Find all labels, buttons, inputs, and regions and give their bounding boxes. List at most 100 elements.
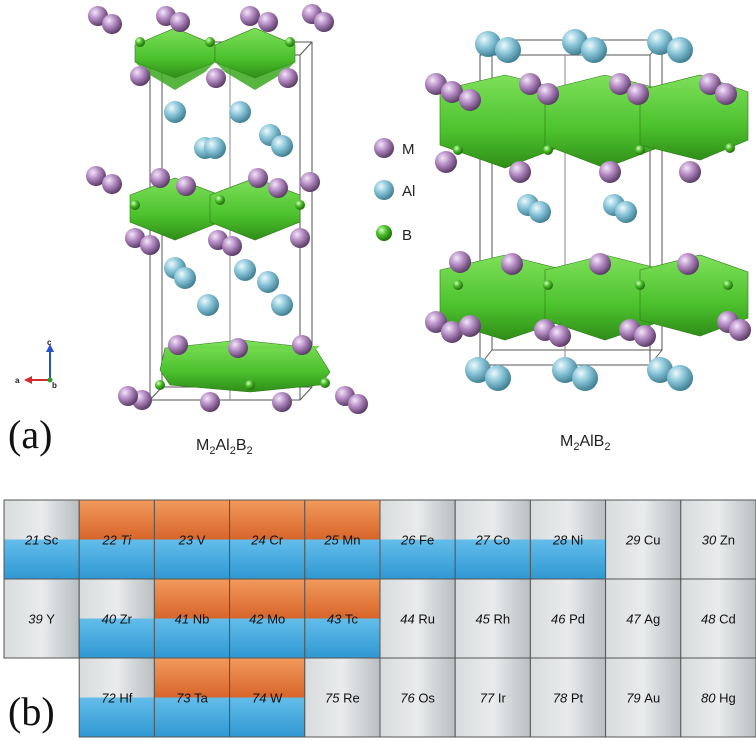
- formula-m2al2b2: M2Al2B2: [196, 437, 253, 457]
- tile-orange-band: [154, 500, 230, 540]
- element-symbol: W: [270, 691, 283, 706]
- element-symbol: Hf: [119, 691, 132, 706]
- element-tile: 73 Ta: [153, 657, 231, 738]
- element-tile: 26 Fe: [379, 499, 456, 580]
- element-tile: 78 Pt: [529, 657, 607, 738]
- element-symbol: Ni: [571, 533, 583, 548]
- element-tile: 43 Tc: [304, 578, 381, 659]
- tile-blue-band: [530, 539, 606, 579]
- atomic-number: 27: [474, 533, 493, 548]
- tile-orange-band: [79, 500, 155, 540]
- atomic-number: 40: [102, 612, 120, 627]
- element-symbol: Sc: [43, 533, 59, 548]
- axis-b-label: b: [52, 381, 57, 390]
- tile-background: [530, 658, 606, 737]
- element-tile: 76 Os: [379, 657, 456, 738]
- tile-background: [455, 658, 531, 737]
- element-label: 22 Ti: [101, 533, 132, 548]
- element-label: 39 Y: [28, 612, 55, 627]
- tile-background: [380, 579, 456, 658]
- tile-orange-band: [229, 500, 305, 540]
- element-tile: 22 Ti: [78, 499, 155, 580]
- atomic-number: 47: [626, 612, 644, 627]
- element-symbol: Ru: [418, 612, 435, 627]
- element-label: 27 Co: [474, 533, 510, 548]
- element-label: 23 V: [178, 533, 206, 548]
- element-label: 80 Hg: [701, 691, 736, 706]
- legend-item-al: Al: [374, 180, 415, 200]
- element-tile: 79 Au: [605, 657, 682, 738]
- aluminum-atoms-right-middle: [517, 194, 637, 223]
- tile-blue-band: [455, 539, 531, 579]
- tile-blue-band: [229, 697, 305, 737]
- element-label: 73 Ta: [176, 691, 209, 706]
- atomic-number: 24: [250, 533, 269, 548]
- tile-orange-band: [154, 658, 230, 698]
- element-symbol: Rh: [494, 612, 511, 627]
- legend-item-m: M: [374, 138, 415, 158]
- axis-a-label: a: [15, 376, 20, 385]
- atomic-number: 79: [626, 691, 644, 706]
- tile-background: [4, 579, 80, 658]
- element-symbol: Cd: [719, 612, 736, 627]
- element-label: 25 Mn: [323, 533, 360, 548]
- tile-blue-band: [154, 539, 230, 579]
- tile-background: [304, 658, 380, 737]
- element-tile: 24 Cr: [229, 499, 306, 580]
- element-symbol: Re: [343, 691, 360, 706]
- tile-background: [605, 579, 681, 658]
- legend-label-al: Al: [402, 183, 415, 200]
- element-symbol: Ta: [194, 691, 209, 706]
- element-symbol: Zr: [120, 612, 133, 627]
- element-symbol: Pt: [571, 691, 584, 706]
- tile-blue-band: [229, 539, 305, 579]
- element-tile: 46 Pd: [529, 578, 607, 659]
- element-label: 76 Os: [400, 691, 435, 706]
- element-symbol: Ag: [644, 612, 660, 627]
- atomic-number: 73: [176, 691, 194, 706]
- panel-b-label: (b): [8, 689, 55, 734]
- atomic-number: 39: [28, 612, 46, 627]
- tile-blue-band: [79, 539, 155, 579]
- element-label: 40 Zr: [102, 612, 133, 627]
- element-label: 24 Cr: [250, 533, 283, 548]
- element-label: 79 Au: [626, 691, 660, 706]
- element-symbol: Cr: [269, 533, 283, 548]
- element-tile: 21 Sc: [3, 499, 80, 580]
- atomic-number: 29: [625, 533, 644, 548]
- element-label: 26 Fe: [400, 533, 434, 548]
- boron-layer-middle: [129, 177, 301, 241]
- element-label: 21 Sc: [24, 533, 59, 548]
- element-symbol: Ir: [498, 691, 507, 706]
- element-symbol: Nb: [193, 612, 210, 627]
- tile-blue-band: [154, 618, 230, 658]
- atomic-number: 77: [480, 691, 498, 706]
- atomic-number: 46: [551, 612, 569, 627]
- boron-layer-top: [134, 27, 296, 90]
- atomic-number: 80: [701, 691, 719, 706]
- atomic-number: 42: [249, 612, 267, 627]
- element-label: 29 Cu: [625, 533, 661, 548]
- atomic-number: 45: [475, 612, 493, 627]
- atomic-number: 76: [400, 691, 418, 706]
- tile-background: [680, 658, 756, 737]
- tile-blue-band: [4, 539, 80, 579]
- tile-orange-band: [154, 579, 230, 619]
- element-symbol: Pd: [569, 612, 585, 627]
- element-label: 75 Re: [325, 691, 360, 706]
- atomic-number: 26: [400, 533, 419, 548]
- element-symbol: V: [197, 533, 206, 548]
- axis-c-arrow-icon: [46, 344, 54, 352]
- atomic-number: 48: [701, 612, 719, 627]
- element-label: 42 Mo: [249, 612, 285, 627]
- axis-c-label: c: [47, 338, 52, 347]
- element-label: 72 Hf: [101, 691, 132, 706]
- element-tile: 29 Cu: [605, 499, 682, 580]
- legend-label-m: M: [402, 141, 415, 158]
- atomic-number: 23: [178, 533, 197, 548]
- element-symbol: Hg: [719, 691, 736, 706]
- element-symbol: Y: [46, 612, 55, 627]
- element-label: 30 Zn: [702, 533, 735, 548]
- legend-swatch-m: [374, 138, 394, 158]
